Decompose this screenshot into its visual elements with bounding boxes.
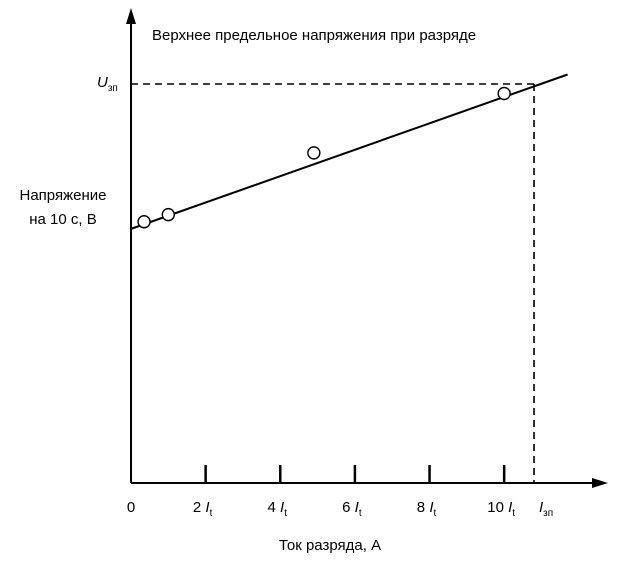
- x-tick-label: 6 It: [342, 499, 362, 519]
- x-tick-label: 10 It: [487, 499, 515, 519]
- x-tick-number: 8: [417, 499, 425, 516]
- data-point: [137, 215, 151, 229]
- x-tick-symbol: I: [429, 499, 433, 516]
- x-tick-label: 8 It: [417, 499, 437, 519]
- x-tick-subscript: t: [210, 508, 213, 519]
- x-tick-subscript: t: [359, 508, 362, 519]
- y-axis-title-line2: на 10 с, В: [29, 211, 97, 228]
- x-tick-symbol: I: [355, 499, 359, 516]
- points-layer: [137, 86, 511, 229]
- x-tick-subscript: t: [284, 508, 287, 519]
- x-tick-subscript: t: [512, 508, 515, 519]
- i-limit-label: Iзп: [539, 499, 553, 519]
- x-axis-title: Ток разряда, А: [279, 537, 381, 554]
- x-tick-number: 2: [193, 499, 201, 516]
- x-tick-symbol: I: [280, 499, 284, 516]
- u-limit-subscript: зп: [108, 83, 118, 94]
- axes-layer: [126, 8, 608, 488]
- i-limit-subscript: зп: [543, 508, 553, 519]
- x-axis-arrow: [592, 478, 608, 488]
- i-limit-symbol: I: [539, 499, 543, 516]
- u-limit-label: Uзп: [97, 74, 118, 94]
- x-tick-symbol: I: [205, 499, 209, 516]
- chart-title: Верхнее предельное напряжения при разряд…: [152, 27, 476, 44]
- text-layer: Верхнее предельное напряжения при разряд…: [20, 27, 554, 554]
- data-point: [161, 207, 176, 222]
- x-tick-symbol: I: [508, 499, 512, 516]
- x-tick-label: 4 It: [268, 499, 288, 519]
- x-tick-number: 6: [342, 499, 350, 516]
- guide-layer: [131, 83, 535, 483]
- line-layer: [130, 73, 568, 230]
- data-point: [307, 146, 321, 160]
- x-tick-subscript: t: [433, 508, 436, 519]
- y-axis-arrow: [126, 8, 136, 24]
- x-tick-label: 2 It: [193, 499, 213, 519]
- x-tick-number: 10: [487, 499, 504, 516]
- origin-label: 0: [127, 499, 135, 516]
- x-tick-number: 4: [268, 499, 276, 516]
- fit-line: [130, 73, 568, 230]
- data-point: [497, 86, 511, 101]
- y-axis-title-line1: Напряжение: [20, 187, 107, 204]
- u-limit-symbol: U: [97, 74, 108, 91]
